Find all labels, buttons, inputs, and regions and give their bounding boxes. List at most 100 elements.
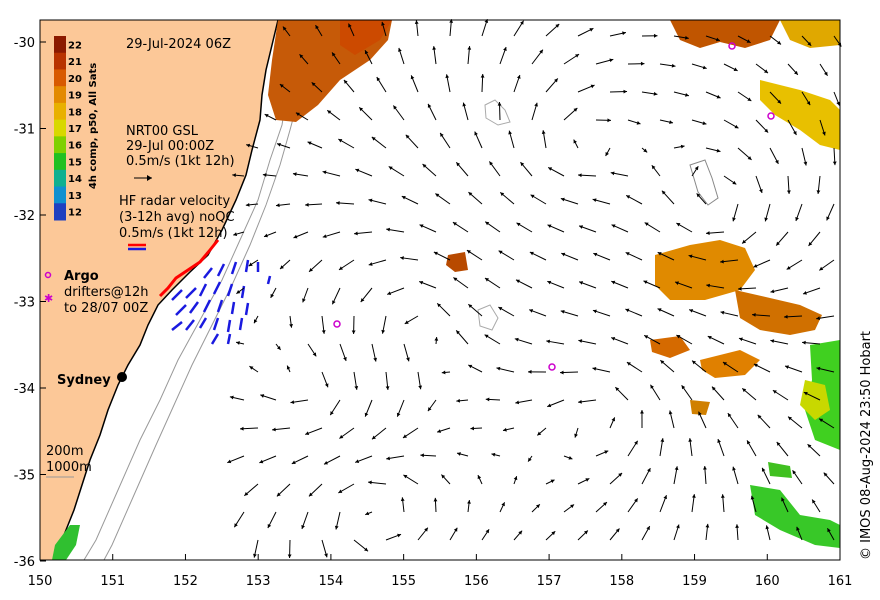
current-arrow-head [406, 357, 410, 362]
current-arrow-head [286, 365, 291, 370]
current-arrow-head [462, 102, 467, 107]
sst-colorbar: 22 21 20 19 18 17 16 15 14 13 12 [54, 36, 82, 221]
argo-float-marker [333, 320, 341, 328]
current-arrow-head [584, 530, 588, 535]
current-arrow-head [546, 339, 551, 344]
current-arrow-head [365, 511, 370, 516]
current-arrow-head [398, 47, 402, 52]
current-arrow-head [457, 452, 461, 456]
current-arrow-head [716, 148, 721, 153]
current-arrow-head [560, 370, 564, 375]
x-tick-label: 161 [828, 574, 853, 589]
current-arrow-head [432, 46, 437, 50]
current-arrow-head [688, 254, 693, 259]
current-arrow-head [343, 79, 348, 84]
current-arrow-head [435, 193, 440, 198]
current-arrow-head [496, 366, 501, 371]
current-arrow-head [503, 427, 507, 432]
current-arrow-head [674, 466, 679, 471]
current-arrow-head [680, 144, 685, 149]
current-arrow-head [732, 217, 736, 222]
current-arrow-head [343, 356, 347, 361]
current-arrow-head [752, 312, 756, 317]
current-arrow-head [676, 524, 680, 529]
x-tick-label: 157 [537, 574, 562, 589]
x-tick-label: 159 [682, 574, 707, 589]
current-arrow-head [772, 390, 777, 394]
current-arrow-head [322, 234, 327, 239]
current-arrow-head [434, 337, 439, 341]
current-arrow-head [573, 139, 578, 144]
current-arrow-head [485, 397, 490, 402]
current-arrow-head [515, 279, 520, 284]
x-tick-label: 151 [100, 574, 125, 589]
y-tick-label: -31 [14, 123, 35, 138]
current-arrow-head [717, 439, 721, 443]
current-arrow-head [236, 290, 241, 294]
current-arrow-head [689, 309, 694, 313]
current-arrow-head [359, 107, 364, 112]
current-arrow-head [528, 369, 532, 374]
colorbar-tick-label: 20 [68, 74, 82, 85]
current-arrow-head [422, 164, 427, 168]
current-arrow-head [589, 28, 594, 32]
current-arrow-head [807, 41, 812, 46]
current-arrow-head [720, 310, 725, 315]
current-arrow-head [611, 337, 616, 341]
depth-label-200: 200m [46, 444, 83, 459]
current-arrow-head [816, 316, 820, 321]
current-arrow-head [248, 262, 253, 267]
current-arrow-head [669, 120, 673, 125]
current-arrow-head [324, 460, 329, 465]
colorbar-swatch [54, 153, 66, 171]
current-arrow-head [691, 494, 696, 498]
current-arrow-head [516, 222, 521, 227]
current-arrow-head [427, 103, 432, 108]
current-arrow-head [355, 459, 360, 463]
current-arrow-head [348, 23, 352, 28]
current-arrow-head [322, 170, 327, 175]
x-tick-label: 160 [755, 574, 780, 589]
current-arrow-head [685, 93, 689, 97]
current-arrow-head [757, 414, 762, 419]
colorbar-tick-label: 12 [68, 208, 82, 219]
y-tick-label: -34 [14, 382, 35, 397]
current-arrow-head [290, 400, 295, 405]
current-arrow-head [452, 222, 457, 226]
current-arrow-head [515, 400, 520, 405]
current-arrow-head [732, 466, 736, 471]
current-arrow-head [404, 320, 409, 324]
current-arrow-head [518, 530, 523, 535]
current-arrow-head [568, 456, 573, 460]
current-arrow-head [803, 290, 807, 295]
colorbar-tick-label: 13 [68, 191, 82, 202]
current-arrow-head [287, 554, 292, 558]
current-arrow-head [508, 130, 512, 135]
current-arrow-head [626, 362, 631, 366]
current-arrow-head [267, 524, 272, 529]
current-arrow-head [419, 224, 424, 228]
current-arrow-head [360, 298, 365, 303]
current-arrow-head [368, 480, 372, 485]
current-arrow-head [513, 476, 518, 481]
current-arrow-head [753, 363, 758, 368]
current-arrow-head [528, 457, 532, 462]
current-arrow-head [539, 49, 543, 54]
current-arrow-head [324, 553, 328, 558]
current-arrow-head [368, 262, 373, 266]
hf-label-line2: (3-12h avg) noQC [119, 210, 235, 225]
current-arrow-head [396, 412, 401, 417]
current-arrow-head [625, 252, 630, 256]
y-tick-label: -30 [14, 36, 35, 51]
current-arrow-head [480, 74, 485, 78]
current-arrow-head [794, 70, 798, 75]
current-arrow-head [555, 23, 560, 28]
current-arrow-head [622, 31, 626, 36]
current-arrow-head [529, 309, 534, 313]
x-tick-label: 153 [246, 574, 271, 589]
colorbar-swatch [54, 136, 66, 154]
current-arrow-head [626, 195, 631, 199]
current-arrow-head [764, 128, 769, 133]
drifters-label-line1: drifters@12h [64, 285, 149, 300]
depth-label-1000: 1000m [46, 460, 92, 475]
